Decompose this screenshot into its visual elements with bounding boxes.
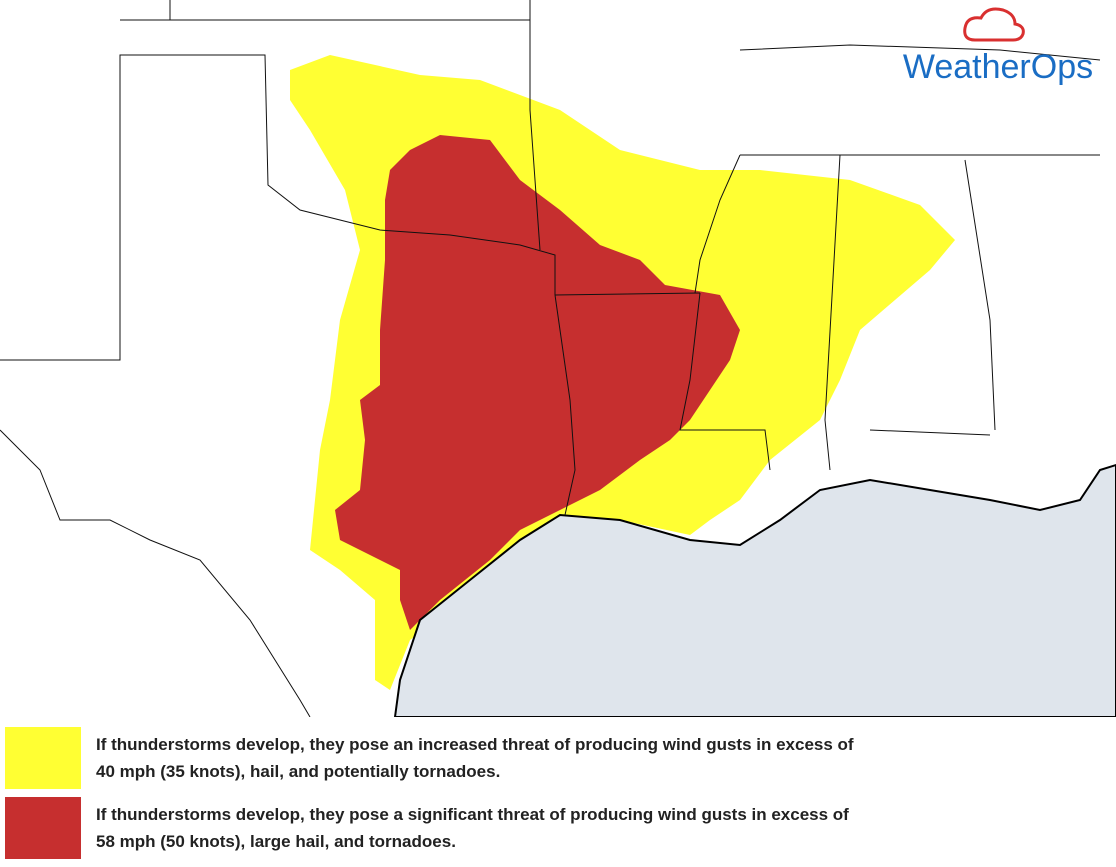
state-borders [0, 0, 1101, 717]
legend-swatch [5, 797, 81, 859]
legend-line: 58 mph (50 knots), large hail, and torna… [96, 832, 456, 851]
legend-line: If thunderstorms develop, they pose an i… [96, 735, 854, 754]
legend-text: If thunderstorms develop, they pose an i… [96, 731, 854, 785]
logo-text: WeatherOps [903, 48, 1093, 86]
legend-swatch [5, 727, 81, 789]
map: WeatherOps [0, 0, 1116, 717]
risk-area-significant [335, 135, 740, 630]
legend-line: If thunderstorms develop, they pose a si… [96, 805, 849, 824]
logo: WeatherOps [903, 7, 1093, 86]
legend-line: 40 mph (35 knots), hail, and potentially… [96, 762, 501, 781]
logo-cloud [963, 7, 1025, 42]
legend-item: If thunderstorms develop, they pose an i… [0, 727, 1116, 789]
legend-text: If thunderstorms develop, they pose a si… [96, 801, 849, 855]
legend-item: If thunderstorms develop, they pose a si… [0, 797, 1116, 859]
gulf-of-mexico [393, 463, 1116, 717]
